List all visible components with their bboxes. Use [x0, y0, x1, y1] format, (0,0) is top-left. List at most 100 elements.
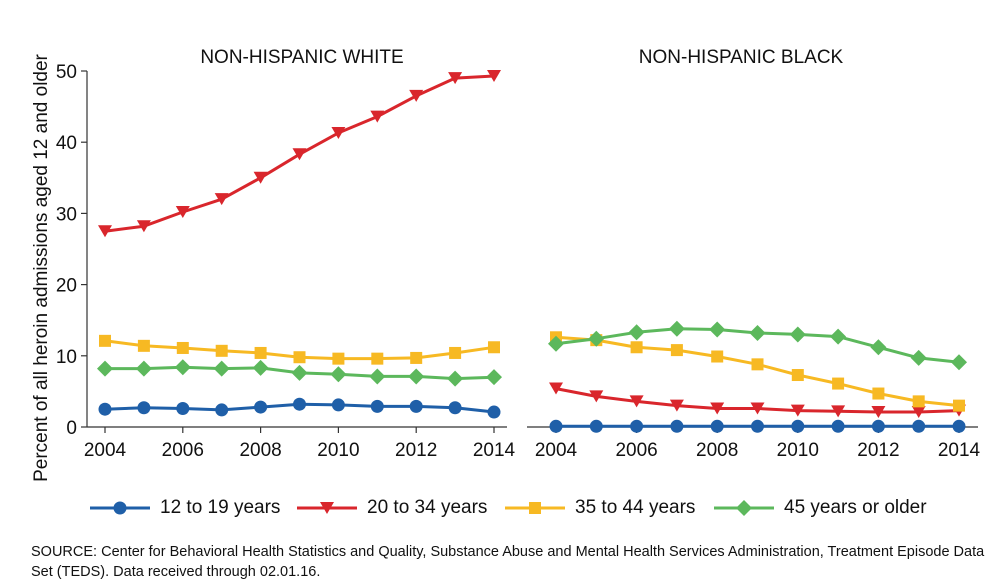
data-point: [870, 339, 887, 356]
data-point: [449, 346, 462, 359]
data-point: [137, 401, 151, 415]
data-point: [214, 193, 229, 206]
data-point: [213, 360, 230, 377]
series-45-years-or-older: [548, 320, 967, 371]
data-point: [447, 370, 464, 387]
data-point: [369, 368, 386, 385]
data-point: [371, 352, 384, 365]
series-20-to-34-years: [549, 382, 966, 419]
data-point: [99, 334, 111, 347]
data-point: [98, 225, 112, 238]
data-point: [409, 89, 424, 102]
data-point: [488, 341, 500, 354]
legend-item-45-plus: 45 years or older: [712, 495, 927, 521]
data-point: [487, 69, 501, 82]
data-point: [750, 402, 765, 415]
y-tick-label: 30: [56, 204, 77, 225]
source-note: SOURCE: Center for Behavioral Health Sta…: [31, 544, 985, 580]
data-point: [330, 366, 347, 383]
data-point: [628, 324, 645, 341]
data-point: [487, 405, 501, 419]
series-12-to-19-years: [549, 419, 966, 433]
data-point: [409, 399, 423, 413]
data-point: [331, 126, 346, 139]
x-tick-label: 2012: [857, 440, 899, 461]
data-point: [448, 72, 463, 85]
data-point: [291, 364, 308, 381]
data-point: [831, 419, 845, 433]
x-tick-label: 2010: [317, 440, 359, 461]
data-point: [789, 326, 806, 343]
data-point: [252, 359, 269, 376]
x-tick-label: 2010: [777, 440, 819, 461]
y-tick-label: 40: [56, 133, 77, 154]
data-point: [670, 344, 683, 357]
data-point: [175, 205, 190, 218]
data-point: [332, 352, 345, 365]
y-axis-label: Percent of all heroin admissions aged 12…: [31, 53, 52, 481]
data-point: [448, 401, 462, 415]
x-tick-label: 2006: [162, 440, 204, 461]
data-point: [790, 404, 805, 417]
data-point: [791, 419, 805, 433]
data-point: [176, 401, 190, 415]
y-tick-label: 10: [56, 347, 77, 368]
y-tick-label: 20: [56, 276, 77, 297]
data-point: [953, 399, 965, 412]
data-point: [292, 148, 307, 161]
series-45-years-or-older: [97, 359, 502, 387]
x-tick-label: 2012: [395, 440, 437, 461]
data-point: [370, 110, 385, 123]
data-point: [911, 406, 926, 419]
data-point: [293, 351, 306, 364]
data-point: [215, 403, 229, 417]
series-35-to-44-years: [99, 334, 500, 365]
data-point: [293, 397, 306, 411]
data-point: [711, 350, 724, 363]
data-point: [751, 358, 764, 371]
data-point: [670, 419, 684, 433]
y-tick-label: 50: [56, 62, 77, 83]
legend-label: 20 to 34 years: [367, 497, 488, 518]
data-point: [253, 171, 268, 184]
data-point: [174, 359, 191, 376]
data-point: [830, 328, 847, 345]
x-tick-label: 2006: [615, 440, 657, 461]
data-point: [709, 321, 726, 338]
data-point: [410, 351, 423, 364]
legend-item-12-19: 12 to 19 years: [88, 495, 280, 521]
data-point: [872, 387, 885, 400]
data-point: [588, 330, 605, 347]
data-point: [98, 402, 112, 416]
legend: 12 to 19 years 20 to 34 years 35 to 44 y…: [88, 495, 988, 521]
data-point: [629, 395, 644, 408]
panel-non-hispanic-black: NON-HISPANIC BLACK 2004 2006 2008 2010 2012 2…: [527, 47, 981, 461]
data-point: [832, 377, 845, 390]
series-12-to-19-years: [98, 397, 501, 419]
legend-item-35-44: 35 to 44 years: [503, 495, 695, 521]
legend-swatch-triangle-icon: [297, 502, 357, 514]
x-tick-label: 2008: [239, 440, 281, 461]
series-20-to-34-years: [98, 69, 501, 238]
panel-title-black: NON-HISPANIC BLACK: [639, 47, 844, 68]
data-point: [254, 400, 268, 414]
x-tick-label: 2004: [84, 440, 127, 461]
data-point: [751, 419, 764, 433]
panel-title-white: NON-HISPANIC WHITE: [200, 47, 403, 68]
data-point: [951, 354, 967, 371]
x-tick-label: 2014: [473, 440, 516, 461]
legend-swatch-diamond-icon: [714, 500, 774, 516]
data-point: [331, 398, 345, 412]
data-point: [589, 390, 604, 403]
data-point: [549, 419, 563, 433]
legend-swatch-circle-icon: [90, 501, 150, 515]
data-point: [871, 419, 885, 433]
data-point: [370, 399, 384, 413]
data-point: [630, 419, 644, 433]
data-point: [710, 402, 725, 415]
data-point: [668, 320, 685, 337]
data-point: [135, 360, 152, 377]
data-point: [97, 360, 113, 377]
data-point: [910, 349, 927, 366]
series-35-to-44-years: [550, 331, 965, 412]
